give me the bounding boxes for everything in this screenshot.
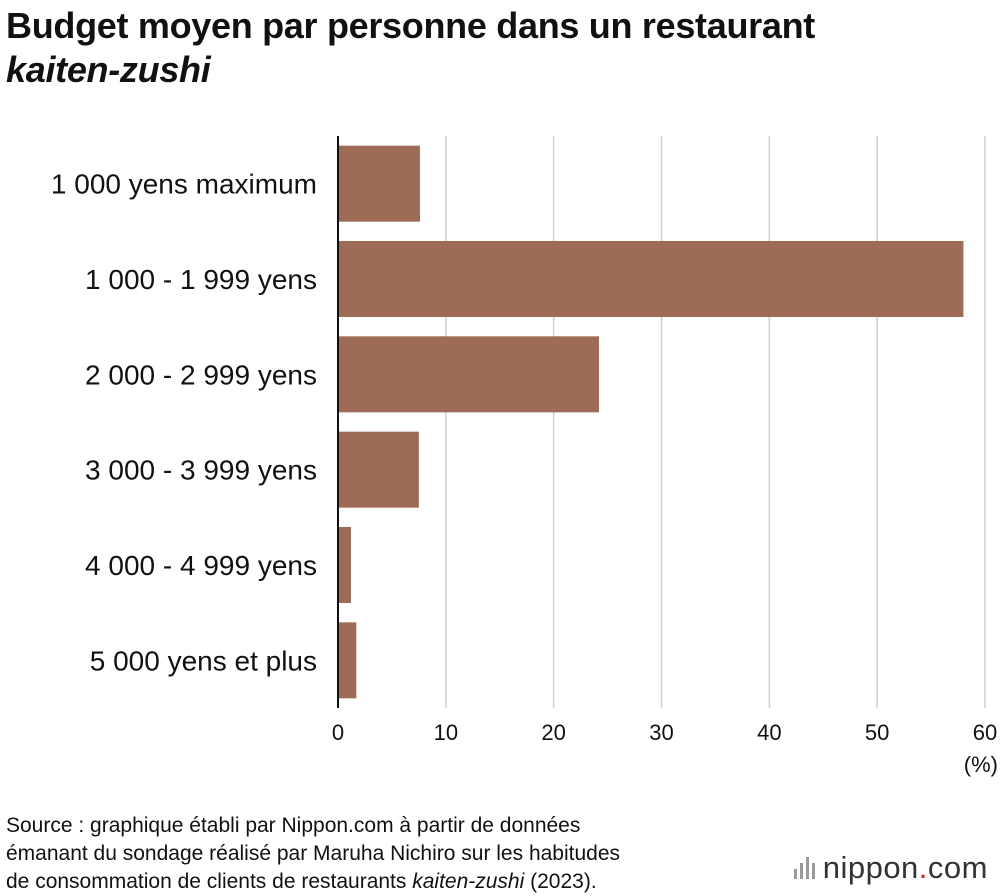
x-tick-label-50: 50 (865, 720, 889, 745)
x-tick-label-0: 0 (332, 720, 344, 745)
x-tick-label-10: 10 (434, 720, 458, 745)
bar-chart: 1 000 yens maximum 1 000 - 1 999 yens 2 00… (51, 136, 998, 777)
bar-2 (338, 241, 964, 317)
category-label-1: 1 000 yens maximum (51, 169, 317, 200)
chart-title: Budget moyen par personne dans un restau… (6, 4, 815, 92)
bar-1 (338, 145, 420, 222)
x-tick-label-30: 30 (649, 720, 673, 745)
chart-title-line1: Budget moyen par personne dans un restau… (6, 5, 815, 46)
source-line-3: de consommation de clients de restaurant… (6, 870, 597, 893)
category-label-3: 2 000 - 2 999 yens (85, 359, 317, 390)
bar-6 (338, 622, 357, 699)
source-note: Source : graphique établi par Nippon.com… (6, 812, 766, 896)
nippon-logo: nippon. com (793, 850, 988, 886)
source-line-1: Source : graphique établi par Nippon.com… (6, 814, 581, 837)
x-tick-label-20: 20 (541, 720, 565, 745)
category-label-5: 4 000 - 4 999 yens (85, 550, 317, 581)
category-label-6: 5 000 yens et plus (90, 645, 317, 676)
source-line-2: émanant du sondage réalisé par Maruha Ni… (6, 842, 621, 865)
logo-text: nippon (822, 850, 919, 885)
chart-title-line2: kaiten-zushi (6, 49, 211, 90)
logo-dot: . (918, 850, 928, 885)
x-tick-label-40: 40 (757, 720, 781, 745)
bar-4 (338, 431, 419, 508)
source-italic-term: kaiten-zushi (412, 870, 525, 893)
logo-suffix: com (927, 850, 988, 885)
category-label-4: 3 000 - 3 999 yens (85, 455, 317, 486)
bar-5 (338, 527, 351, 603)
category-label-2: 1 000 - 1 999 yens (85, 264, 317, 295)
bar-3 (338, 336, 599, 413)
x-tick-label-60: 60 (973, 720, 997, 745)
logo-bars-icon (793, 857, 815, 879)
x-unit-label: (%) (964, 752, 998, 777)
